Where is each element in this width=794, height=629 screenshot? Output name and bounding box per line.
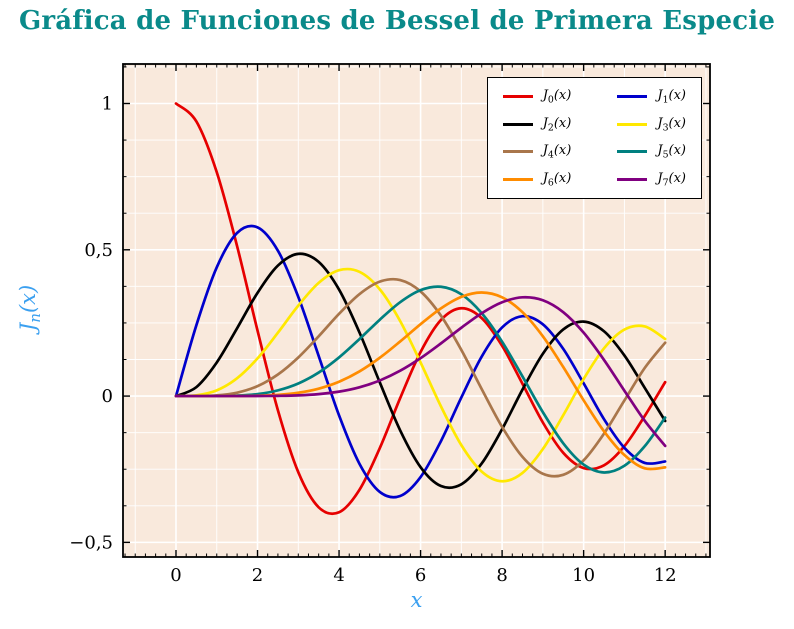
legend-label: J7(x)	[657, 170, 686, 189]
legend-swatch	[502, 178, 533, 182]
legend-swatch	[617, 150, 648, 154]
y-tick-label: 1	[102, 93, 113, 114]
series-path-J3	[174, 267, 667, 483]
y-axis-label: Jn(x)	[16, 285, 44, 331]
legend-item: J0(x)	[502, 88, 572, 106]
axis-ticks	[123, 64, 710, 557]
legend-swatch	[617, 122, 648, 126]
legend-item: J6(x)	[502, 170, 572, 189]
y-axis-label-sub: n	[26, 313, 45, 323]
legend-swatch	[502, 150, 533, 154]
x-tick-label: 8	[496, 565, 507, 586]
x-tick-label: 0	[170, 565, 181, 586]
legend-label: J0(x)	[542, 88, 572, 106]
legend-swatch	[617, 95, 648, 99]
legend-label: J5(x)	[657, 143, 686, 161]
y-tick-label: −0,5	[69, 532, 113, 553]
series-path-J5	[174, 285, 667, 474]
x-tick-label: 10	[572, 565, 595, 586]
legend-swatch	[502, 122, 533, 126]
x-tick-label: 4	[333, 565, 344, 586]
legend-item: J3(x)	[617, 115, 686, 134]
y-axis-label-sym: J	[15, 322, 40, 332]
legend-item: J4(x)	[502, 143, 572, 161]
x-tick-label: 2	[252, 565, 263, 586]
legend-label: J2(x)	[542, 115, 572, 134]
legend-item: J5(x)	[617, 143, 686, 161]
legend-label: J1(x)	[657, 88, 686, 106]
chart-title: Gráfica de Funciones de Bessel de Primer…	[18, 6, 776, 36]
x-tick-label: 6	[415, 565, 426, 586]
series-path-J7	[174, 295, 667, 448]
y-tick-label: 0	[102, 386, 113, 407]
series-path-J2	[174, 252, 667, 490]
legend-item: J2(x)	[502, 115, 572, 134]
legend-swatch	[617, 178, 648, 182]
x-axis-label: x	[410, 588, 423, 612]
y-axis-label-args: (x)	[15, 284, 40, 314]
y-tick-label: 0,5	[84, 240, 113, 261]
legend-item: J1(x)	[617, 88, 686, 106]
legend-label: J4(x)	[542, 143, 572, 161]
x-tick-label: 12	[654, 565, 677, 586]
legend-label: J3(x)	[657, 115, 686, 134]
plot-frame	[122, 63, 711, 558]
series-group	[174, 102, 667, 516]
legend: J0(x) J1(x) J2(x) J3(x) J4(x) J5(x) J6(x) J7(x)	[486, 77, 702, 200]
legend-item: J7(x)	[617, 170, 686, 189]
legend-label: J6(x)	[542, 170, 572, 189]
legend-swatch	[502, 95, 533, 99]
series-path-J1	[174, 224, 667, 499]
